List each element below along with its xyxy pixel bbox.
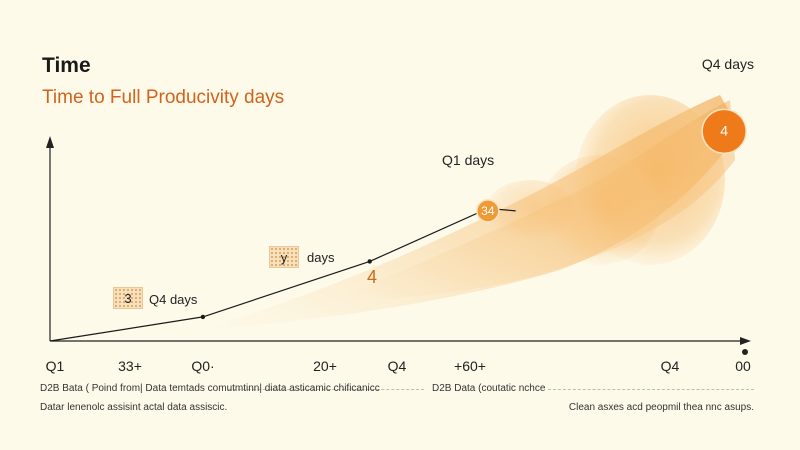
data-point-2	[367, 259, 372, 264]
annotation-box-1-text: 3	[124, 290, 132, 306]
footer-source-line-1: D2B Bata ( Poind from| Data temtads comu…	[40, 383, 380, 394]
top-right-label: Q4 days	[701, 56, 754, 72]
x-tick-label: Q0·	[191, 358, 215, 374]
x-axis-end-dot	[742, 349, 748, 355]
x-tick-label: 00	[735, 358, 751, 374]
chart-subtitle: Time to Full Producivity days	[42, 87, 285, 108]
x-tick-label: +60+	[454, 358, 486, 374]
annotation-box-1-label: Q4 days	[149, 292, 198, 307]
x-tick-label: 20+	[313, 358, 337, 374]
bubble-1	[701, 108, 747, 155]
footer-source-line-2: Datar lenenolc assisint actal data assis…	[40, 402, 228, 413]
x-tick-label: Q4	[387, 358, 407, 374]
data-point-1	[200, 314, 206, 320]
bubble-label-1: 4	[720, 122, 728, 138]
x-tick-label: 33+	[118, 358, 142, 374]
annotation-box-2-text: y	[280, 249, 288, 265]
annotation-box-1: 3	[113, 287, 143, 309]
plume-decoration	[200, 95, 740, 330]
x-tick-label: Q4	[660, 358, 680, 374]
bubble-layer: 34 4	[476, 108, 747, 223]
q1-days-label: Q1 days	[442, 152, 495, 168]
annotation-box-2: y	[269, 246, 299, 268]
y-axis-arrow	[46, 136, 54, 148]
axes	[46, 136, 751, 355]
footer-rule-right	[548, 389, 754, 390]
bubble-label-0: 34	[481, 204, 495, 218]
chart-title: Time	[42, 54, 91, 77]
mid-marker-label: 4	[367, 267, 378, 287]
footer-rule-left	[228, 389, 424, 390]
bubble-0	[476, 199, 500, 223]
annotation-box-2-label: days	[307, 250, 335, 265]
footer-center-note: D2B Data (coutatic nchce	[432, 383, 546, 394]
x-tick-label: Q1	[45, 358, 65, 374]
x-axis-arrow	[740, 337, 751, 345]
footer-right-note: Clean asxes acd peopmil thea nnc asups.	[568, 402, 754, 413]
